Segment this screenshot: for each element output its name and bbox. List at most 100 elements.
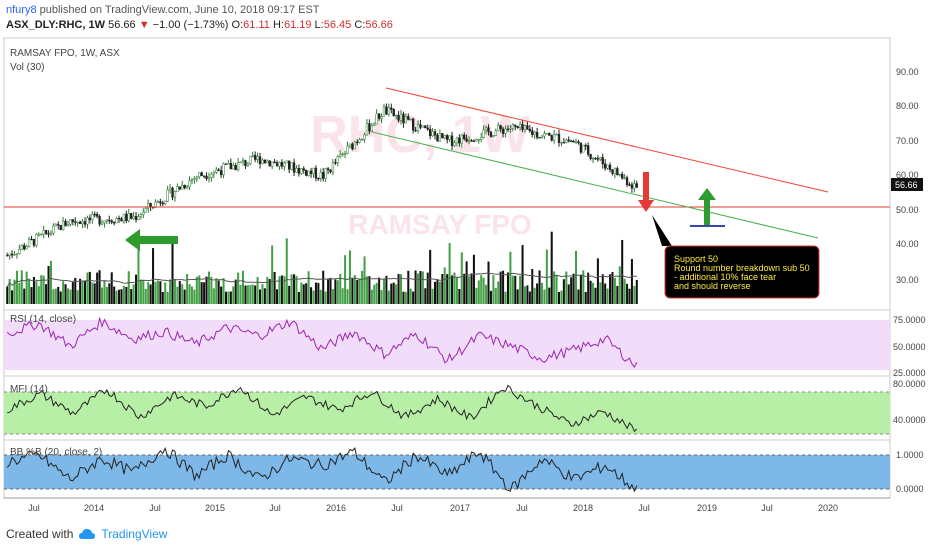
- candle-body: [635, 183, 638, 188]
- volume-bar: [113, 286, 116, 304]
- candle: [596, 155, 600, 162]
- support-trendline[interactable]: [371, 131, 819, 239]
- left-arrow-icon[interactable]: [125, 229, 178, 251]
- candle: [181, 180, 184, 190]
- candle: [336, 155, 339, 167]
- volume-bar: [485, 284, 488, 304]
- volume-bar: [635, 279, 638, 304]
- volume-bar: [93, 283, 96, 304]
- candle: [137, 213, 140, 221]
- candle: [487, 124, 490, 136]
- candle: [249, 156, 252, 166]
- candle: [132, 211, 135, 220]
- annotation-line-3: - additional 10% face tear: [674, 272, 776, 282]
- close-label: C:: [354, 19, 366, 31]
- candle: [613, 167, 617, 179]
- tradingview-link[interactable]: TradingView: [101, 527, 168, 541]
- candle-body: [540, 135, 544, 138]
- volume-bar: [71, 282, 74, 304]
- volume-bar: [215, 278, 218, 304]
- volume-bar: [234, 279, 237, 304]
- candle: [548, 132, 551, 136]
- time-tick: Jul: [516, 503, 528, 513]
- candle-body: [557, 134, 561, 143]
- volume-bar: [251, 284, 254, 304]
- candle: [531, 127, 534, 138]
- candle-body: [88, 217, 92, 221]
- candle: [195, 175, 198, 183]
- volume-bar: [205, 276, 208, 304]
- volume-bar: [470, 273, 473, 304]
- volume-bar: [305, 283, 308, 304]
- candle-body: [380, 116, 383, 119]
- annotation-pointer: [652, 215, 672, 246]
- candle-body: [487, 127, 490, 133]
- candle-body: [429, 128, 432, 137]
- volume-bar: [511, 275, 514, 304]
- volume-bar: [183, 289, 186, 304]
- candle: [467, 136, 471, 145]
- volume-bar: [227, 291, 230, 304]
- candle: [616, 166, 619, 176]
- volume-bar: [407, 270, 410, 304]
- author-link[interactable]: nfury8: [6, 4, 37, 16]
- resistance-trendline[interactable]: [385, 87, 829, 193]
- volume-bar: [98, 270, 101, 304]
- candle: [360, 138, 364, 141]
- candle-body: [95, 214, 99, 217]
- volume-bar: [169, 279, 172, 304]
- candle: [394, 114, 398, 120]
- candle-body: [611, 169, 614, 174]
- candle-body: [317, 178, 320, 180]
- candle: [538, 137, 541, 139]
- candle-body: [273, 161, 276, 164]
- volume-bar: [11, 290, 14, 304]
- candle-body: [190, 179, 194, 181]
- candle-body: [604, 163, 607, 169]
- candle: [273, 158, 276, 164]
- candle-body: [176, 186, 179, 193]
- volume-bar: [173, 278, 176, 304]
- volume-bar: [324, 291, 327, 304]
- candle: [579, 142, 583, 155]
- candle-body: [613, 168, 617, 174]
- candle-body: [32, 238, 36, 246]
- volume-bar: [263, 288, 266, 304]
- candle-body: [351, 143, 354, 150]
- candle-body: [552, 134, 556, 141]
- candle: [390, 103, 393, 114]
- volume-bar: [557, 291, 561, 304]
- volume-bar: [392, 282, 395, 304]
- volume-bar: [115, 290, 118, 304]
- candle-body: [64, 220, 67, 227]
- volume-bar: [120, 289, 123, 304]
- bb-label: BB %B (20, close, 2): [10, 447, 102, 458]
- candle: [232, 162, 235, 170]
- last-price: 56.66: [108, 19, 136, 31]
- footer: Created with TradingView: [6, 527, 167, 541]
- volume-bar: [290, 274, 293, 304]
- candle-body: [431, 131, 434, 137]
- candle: [113, 221, 116, 226]
- candle-body: [579, 142, 583, 153]
- candle: [271, 161, 274, 170]
- down-arrow-icon[interactable]: [638, 172, 654, 212]
- candle: [81, 218, 84, 229]
- volume-bar: [429, 249, 432, 304]
- volume-bar: [579, 274, 582, 304]
- candle-body: [441, 133, 444, 139]
- candle-body: [511, 124, 514, 129]
- candle-body: [266, 160, 269, 164]
- annotation-box[interactable]: [664, 245, 820, 299]
- candle: [171, 186, 174, 201]
- up-arrow-icon[interactable]: [698, 188, 716, 226]
- volume-bar: [516, 289, 519, 304]
- volume-bar: [40, 275, 43, 304]
- volume-bar: [222, 278, 225, 304]
- volume-bar: [596, 258, 599, 304]
- candle: [407, 113, 410, 121]
- volume-bar: [6, 286, 9, 304]
- candle: [183, 184, 186, 190]
- volume-bar: [15, 270, 18, 304]
